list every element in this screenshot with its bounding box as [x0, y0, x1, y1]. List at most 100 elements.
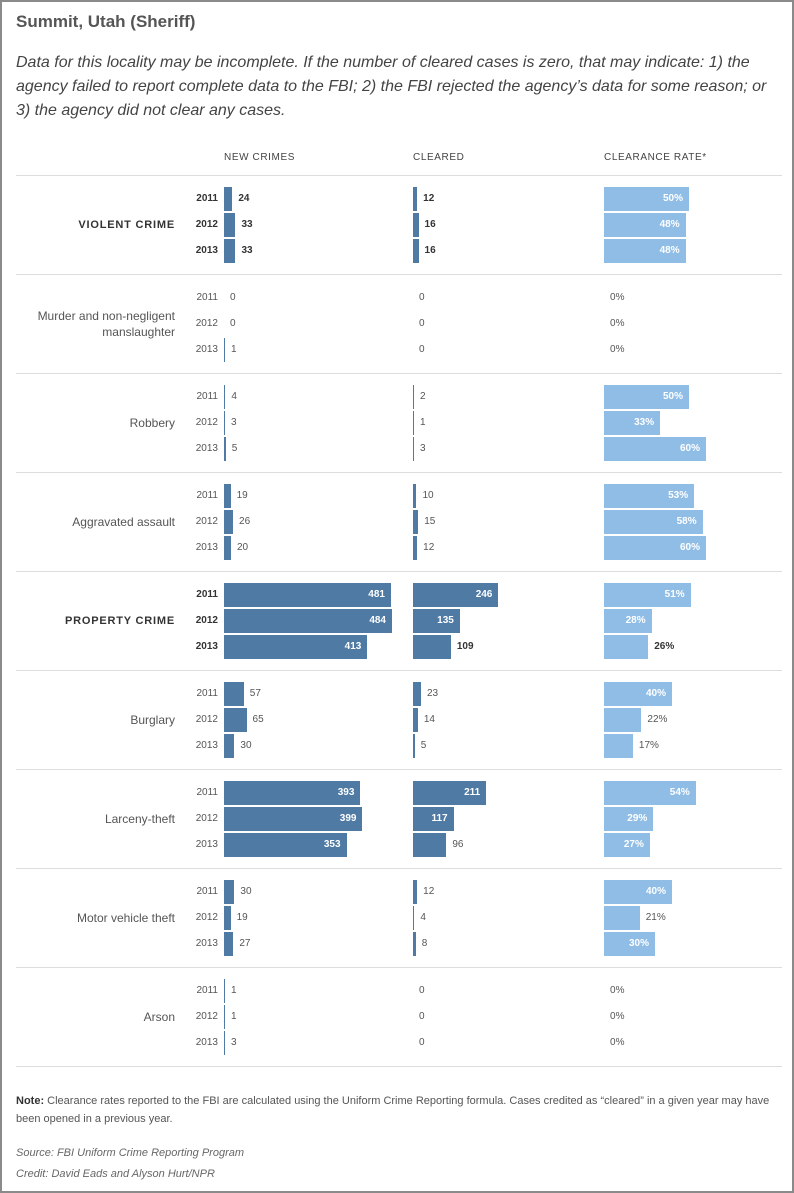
clearance-rate-bar: [604, 708, 642, 732]
clearance-rate-number: 0: [610, 985, 616, 996]
new-crimes-bar: [224, 682, 244, 706]
percent-unit: %: [634, 839, 644, 850]
cleared-value: 10: [422, 490, 434, 501]
clearance-rate-bar: [604, 437, 706, 461]
new-crimes-value: 353: [323, 839, 341, 850]
clearance-rate-number: 40: [645, 886, 658, 897]
percent-unit: %: [674, 193, 683, 204]
clearance-rate-number: 33: [634, 417, 646, 428]
category-label: Motor vehicle theft: [76, 910, 175, 925]
new-crimes-value: 481: [368, 589, 385, 600]
new-crimes-bar: [224, 536, 231, 560]
percent-unit: %: [691, 443, 700, 454]
new-crimes-value: 3: [231, 417, 237, 428]
clearance-rate-number: 21: [645, 912, 657, 923]
new-crimes-bar: [224, 609, 392, 633]
clearance-rate-value: 0%: [610, 1011, 624, 1023]
new-crimes-value: 393: [337, 787, 355, 798]
category-label: Larceny-theft: [104, 811, 175, 826]
percent-unit: %: [658, 714, 668, 725]
new-crimes-bar: [224, 807, 363, 831]
cleared-bar: [413, 833, 447, 857]
new-crimes-value: 33: [241, 219, 253, 230]
cleared-value: 0: [419, 344, 425, 355]
percent-unit: %: [615, 344, 625, 355]
source-line: Source: FBI Uniform Crime Reporting Prog…: [16, 1147, 245, 1159]
year-label: 2011: [196, 490, 218, 501]
new-crimes-bar: [224, 338, 225, 362]
percent-unit: %: [636, 615, 646, 626]
clearance-rate-number: 48: [659, 219, 671, 230]
cleared-value: 12: [423, 542, 435, 553]
year-label: 2011: [196, 391, 218, 402]
percent-unit: %: [670, 219, 680, 230]
clearance-rate-bar: [604, 510, 703, 534]
credit-line: Credit: David Eads and Alyson Hurt/NPR: [16, 1168, 215, 1180]
cleared-value: 0: [419, 1011, 425, 1022]
year-label: 2011: [196, 193, 218, 204]
clearance-rate-value: 0%: [610, 985, 624, 997]
clearance-rate-number: 0: [610, 1011, 616, 1022]
cleared-bar: [413, 734, 415, 758]
clearance-rate-value: 48%: [646, 245, 680, 257]
new-crimes-bar: [224, 411, 226, 435]
year-label: 2012: [195, 714, 218, 725]
percent-unit: %: [615, 1011, 625, 1022]
percent-unit: %: [656, 912, 666, 923]
cleared-bar: [413, 437, 415, 461]
clearance-rate-bar: [604, 187, 689, 211]
row-divider: [16, 373, 782, 374]
row-divider: [16, 769, 782, 770]
category-label: VIOLENT CRIME: [78, 218, 175, 231]
year-label: 2013: [195, 641, 218, 652]
cleared-value: 0: [419, 292, 425, 303]
percent-unit: %: [675, 589, 685, 600]
new-crimes-bar: [224, 1005, 225, 1029]
year-label: 2012: [195, 1011, 218, 1022]
clearance-rate-number: 48: [659, 245, 671, 256]
cleared-value: 16: [424, 219, 436, 230]
clearance-rate-number: 53: [668, 490, 680, 501]
percent-unit: %: [657, 886, 666, 897]
new-crimes-value: 0: [230, 318, 236, 329]
cleared-value: 2: [420, 391, 426, 402]
clearance-rate-bar: [604, 807, 654, 831]
category-label: Burglary: [130, 712, 175, 727]
clearance-rate-bar: [604, 734, 633, 758]
new-crimes-bar: [224, 385, 226, 409]
new-crimes-value: 1: [231, 1011, 237, 1022]
new-crimes-bar: [224, 906, 231, 930]
year-label: 2011: [196, 886, 218, 897]
new-crimes-bar: [224, 187, 233, 211]
new-crimes-value: 19: [236, 912, 248, 923]
new-crimes-value: 4: [231, 391, 237, 402]
cleared-value: 23: [426, 688, 439, 699]
percent-unit: %: [640, 938, 649, 949]
new-crimes-value: 1: [231, 985, 237, 996]
cleared-value: 12: [423, 193, 435, 204]
clearance-rate-value: 48%: [646, 219, 680, 231]
clearance-rate-bar: [604, 609, 652, 633]
cleared-bar: [413, 635, 451, 659]
new-crimes-bar: [224, 781, 361, 805]
year-label: 2012: [195, 615, 218, 626]
new-crimes-value: 30: [240, 740, 252, 751]
percent-unit: %: [674, 391, 683, 402]
clearance-rate-number: 0: [610, 292, 616, 303]
clearance-rate-value: 33%: [620, 417, 654, 429]
clearance-rate-number: 60: [679, 443, 692, 454]
row-divider: [16, 967, 782, 968]
year-label: 2012: [195, 912, 218, 923]
new-crimes-value: 19: [236, 490, 248, 501]
footnote-label: Note:: [16, 1095, 45, 1107]
category-label: Robbery: [129, 415, 175, 430]
percent-unit: %: [657, 688, 666, 699]
clearance-rate-number: 51: [664, 589, 676, 600]
row-divider: [16, 472, 782, 473]
new-crimes-value: 484: [369, 615, 386, 626]
new-crimes-bar: [224, 239, 236, 263]
clearance-rate-number: 40: [645, 688, 658, 699]
cleared-bar: [413, 411, 414, 435]
new-crimes-bar: [224, 635, 368, 659]
new-crimes-value: 26: [239, 516, 251, 527]
